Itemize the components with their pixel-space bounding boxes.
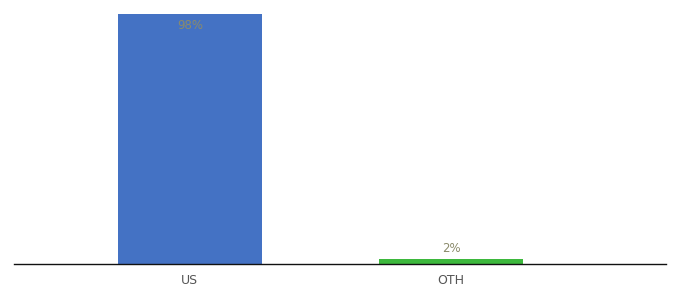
Bar [118, 14, 262, 264]
Bar [379, 259, 523, 264]
Text: 2%: 2% [442, 242, 460, 255]
Text: 98%: 98% [177, 19, 203, 32]
